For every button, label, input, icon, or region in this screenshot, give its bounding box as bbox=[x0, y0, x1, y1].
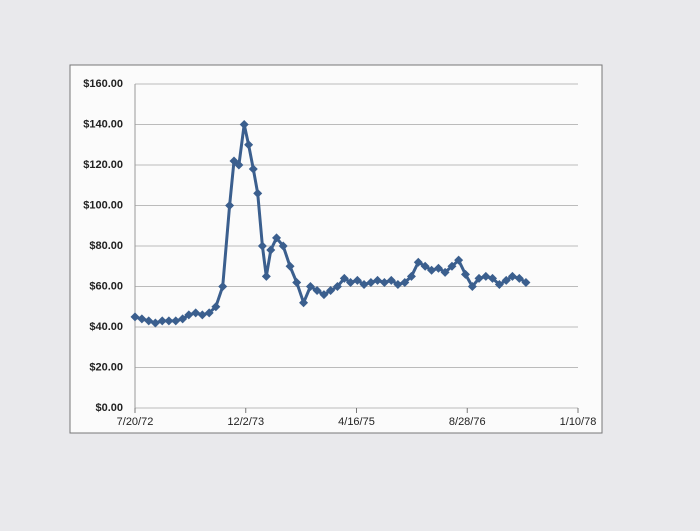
data-point bbox=[253, 188, 263, 198]
data-point bbox=[514, 273, 524, 283]
data-point bbox=[521, 277, 531, 287]
data-point bbox=[234, 160, 244, 170]
y-tick-label: $20.00 bbox=[89, 361, 123, 373]
data-point bbox=[481, 271, 491, 281]
data-point bbox=[157, 316, 167, 326]
data-point bbox=[326, 286, 336, 296]
chart-frame bbox=[69, 64, 603, 434]
data-point bbox=[440, 267, 450, 277]
data-point bbox=[248, 164, 258, 174]
data-point bbox=[266, 245, 276, 255]
y-tick-label: $140.00 bbox=[83, 118, 123, 130]
x-tick-label: 12/2/73 bbox=[227, 416, 264, 428]
data-point bbox=[299, 298, 309, 308]
y-tick-label: $40.00 bbox=[89, 321, 123, 333]
data-point bbox=[285, 261, 295, 271]
x-tick-label: 4/16/75 bbox=[338, 416, 375, 428]
y-tick-label: $120.00 bbox=[83, 159, 123, 171]
data-point bbox=[494, 279, 504, 289]
data-point bbox=[244, 140, 254, 150]
data-point bbox=[225, 201, 235, 210]
data-point bbox=[447, 261, 457, 271]
data-point bbox=[339, 273, 349, 283]
data-point bbox=[257, 241, 267, 251]
x-tick-label: 7/20/72 bbox=[117, 416, 154, 428]
data-point bbox=[319, 290, 329, 300]
x-tick-label: 1/10/78 bbox=[560, 416, 597, 428]
data-point bbox=[359, 279, 369, 289]
data-point bbox=[400, 277, 410, 287]
data-point bbox=[467, 282, 477, 291]
data-point bbox=[427, 265, 437, 275]
data-point bbox=[211, 302, 221, 312]
y-tick-label: $100.00 bbox=[83, 199, 123, 211]
data-point bbox=[433, 263, 443, 273]
data-point bbox=[305, 282, 315, 291]
data-point bbox=[373, 275, 383, 285]
data-point bbox=[278, 241, 288, 251]
data-point bbox=[501, 275, 511, 285]
data-point bbox=[130, 312, 140, 322]
data-point bbox=[178, 314, 188, 324]
data-point bbox=[144, 316, 154, 326]
data-point bbox=[191, 308, 201, 318]
data-point bbox=[379, 277, 389, 287]
data-point bbox=[137, 314, 147, 324]
data-point bbox=[164, 316, 174, 326]
data-point bbox=[346, 277, 356, 287]
y-tick-label: $60.00 bbox=[89, 280, 123, 292]
data-point bbox=[352, 275, 362, 285]
y-tick-label: $0.00 bbox=[95, 402, 123, 414]
y-tick-label: $80.00 bbox=[89, 240, 123, 252]
data-point bbox=[406, 271, 416, 281]
data-point bbox=[393, 279, 403, 289]
data-point bbox=[507, 271, 517, 281]
y-tick-label: $160.00 bbox=[83, 78, 123, 90]
data-point bbox=[197, 310, 207, 320]
data-point bbox=[272, 233, 282, 243]
data-point bbox=[171, 316, 181, 326]
data-point bbox=[292, 277, 302, 287]
data-point bbox=[386, 275, 396, 285]
data-point bbox=[460, 269, 470, 279]
data-point bbox=[454, 255, 464, 265]
data-point bbox=[239, 120, 249, 129]
data-point bbox=[420, 261, 430, 271]
data-point bbox=[184, 310, 194, 320]
data-point bbox=[150, 318, 160, 328]
data-point bbox=[312, 286, 322, 296]
x-tick-label: 8/28/76 bbox=[449, 416, 486, 428]
data-point bbox=[218, 282, 228, 291]
data-point bbox=[261, 271, 271, 281]
data-point bbox=[332, 282, 342, 291]
data-point bbox=[488, 273, 498, 283]
data-point bbox=[413, 257, 423, 267]
data-point bbox=[474, 273, 484, 283]
data-point bbox=[204, 308, 214, 318]
data-point bbox=[366, 277, 376, 287]
